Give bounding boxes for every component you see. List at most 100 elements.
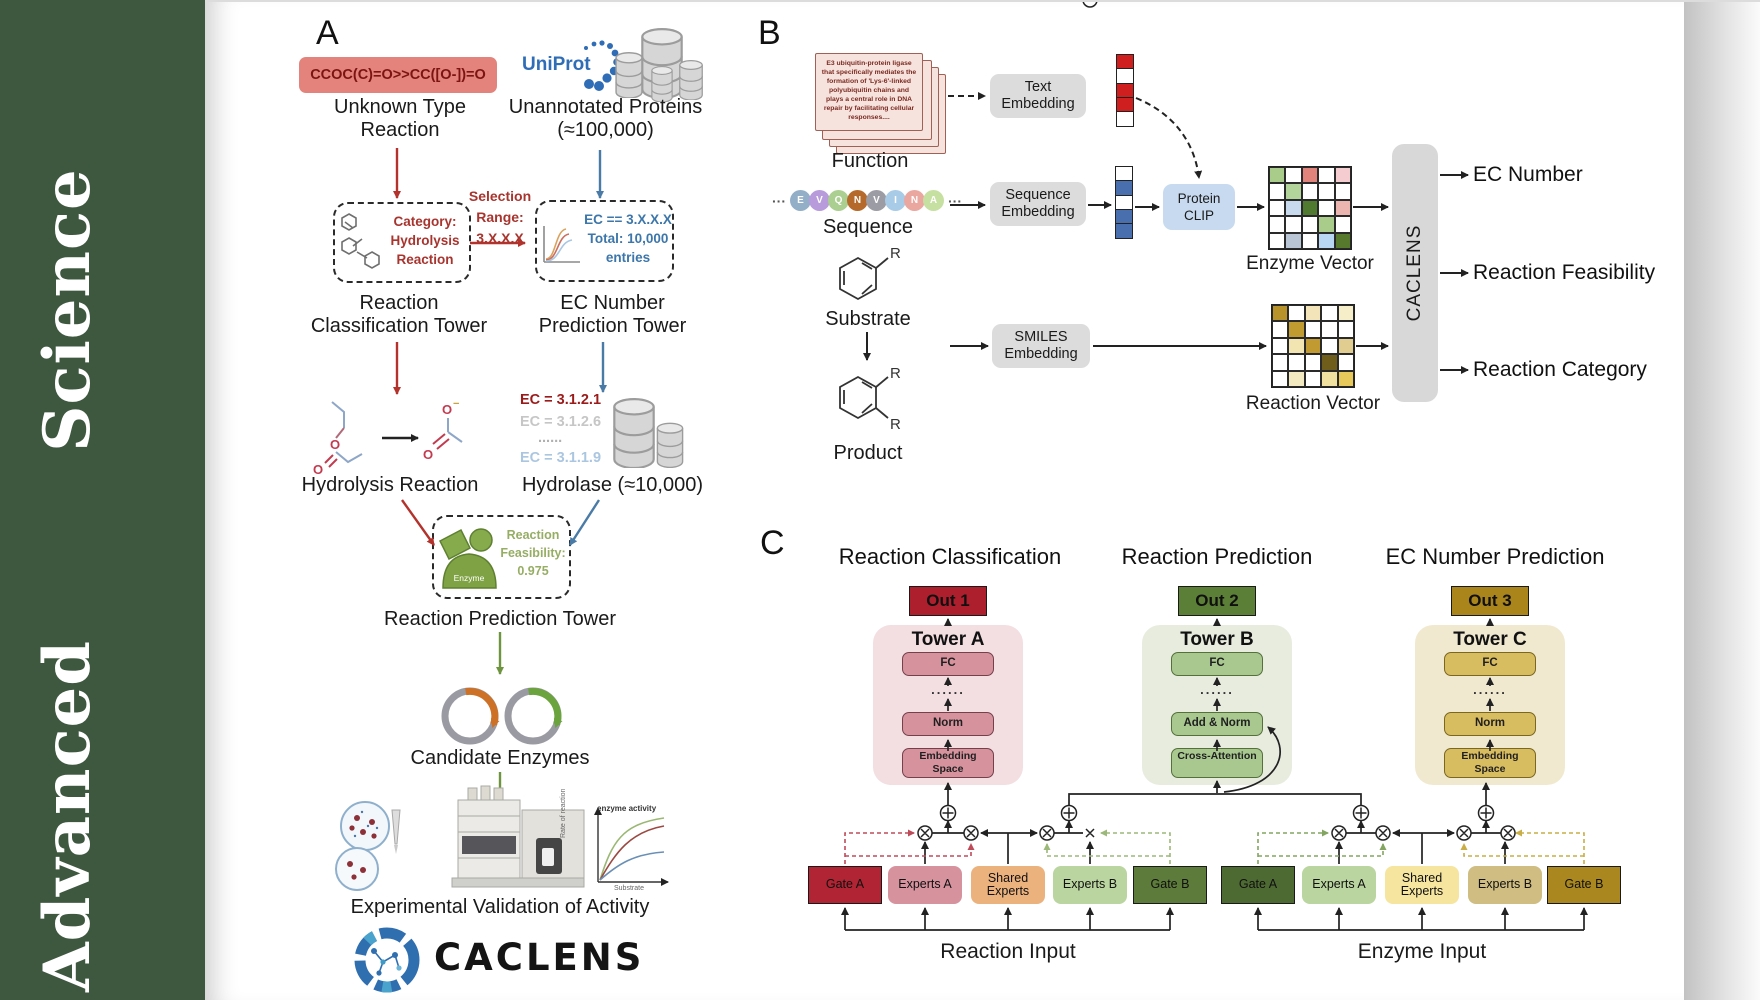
ec-result-1: EC = 3.1.2.1 (520, 392, 602, 408)
tower-c-embedding-space: Embedding Space (1444, 748, 1536, 778)
vector-cell (1304, 370, 1322, 387)
vector-cell (1269, 199, 1286, 217)
amino-acid-bead: E (790, 190, 811, 211)
ec-result-dots: ...... (538, 430, 563, 446)
sequence-label: Sequence (822, 216, 914, 238)
tower-b-cross-attention: Cross-Attention (1171, 748, 1263, 778)
panel-b-label: B (758, 14, 781, 52)
vector-cell (1334, 216, 1351, 233)
candidate-enzymes-label: Candidate Enzymes (410, 747, 590, 769)
vector-cell (1318, 199, 1335, 217)
vector-cell (1288, 321, 1305, 338)
function-label: Function (831, 150, 909, 172)
enzyme-experts-a: Experts A (1302, 866, 1376, 904)
panel-a-label: A (316, 14, 339, 52)
text-embedding-box: Text Embedding (990, 74, 1086, 118)
journal-sidebar: Advanced Science (0, 0, 205, 1000)
vector-cell (1285, 167, 1302, 184)
vector-cell (1321, 370, 1338, 387)
panel-c-label: C (760, 524, 785, 562)
tower-a: Tower A FC ...... Norm Embedding Space (873, 625, 1023, 785)
tower-a-norm: Norm (902, 712, 994, 736)
enzyme-gate-a: Gate A (1221, 866, 1295, 904)
reaction-classification-tower-label: Reaction Classification Tower (310, 292, 488, 337)
reaction-input-label: Reaction Input (940, 940, 1076, 963)
vector-cell (1285, 216, 1302, 233)
amino-acid-bead: N (847, 190, 868, 211)
enzyme-gate-b: Gate B (1547, 866, 1621, 904)
vector-cell (1288, 305, 1305, 322)
substrate-label: Substrate (825, 308, 911, 330)
vector-cell (1272, 305, 1289, 322)
enzyme-shared-experts: Shared Experts (1385, 866, 1459, 904)
feasibility-text: Reaction Feasibility: 0.975 (500, 528, 566, 578)
sequence-ellipsis: ··· (772, 192, 786, 209)
amino-acid-bead: Q (828, 190, 849, 211)
vector-cell (1304, 321, 1322, 338)
smiles-embedding-box: SMILES Embedding (992, 324, 1090, 368)
vector-cell (1272, 354, 1289, 371)
vector-cell (1321, 321, 1338, 338)
function-card: E3 ubiquitin-protein ligase that specifi… (815, 53, 923, 131)
header-ec-number-prediction: EC Number Prediction (1385, 544, 1605, 569)
category-text: Category: Hydrolysis Reaction (390, 214, 460, 267)
vector-cell (1269, 167, 1286, 184)
enzyme-input-label: Enzyme Input (1357, 940, 1487, 963)
out-3-box: Out 3 (1451, 586, 1529, 616)
vector-cell (1288, 370, 1305, 387)
vector-cell (1304, 354, 1322, 371)
vector-cell (1288, 354, 1305, 371)
tower-a-embedding-space: Embedding Space (902, 748, 994, 778)
vector-cell (1115, 223, 1133, 240)
enzyme-vector-matrix (1268, 166, 1352, 250)
reaction-shared-experts: Shared Experts (971, 866, 1045, 904)
reaction-gate-a: Gate A (808, 866, 882, 904)
vector-cell (1337, 370, 1354, 387)
vector-cell (1285, 199, 1302, 217)
vector-cell (1334, 183, 1351, 200)
tower-b-add-norm: Add & Norm (1171, 712, 1263, 736)
vector-cell (1301, 199, 1319, 217)
tower-c: Tower C FC ...... Norm Embedding Space (1415, 625, 1565, 785)
caclens-pill-label: CACLENS (1404, 224, 1425, 322)
vector-cell (1288, 337, 1305, 355)
vector-cell (1318, 232, 1335, 249)
vector-cell (1269, 216, 1286, 233)
page-edge-gradient (1684, 0, 1760, 1000)
hydrolase-label: Hydrolase (≈10,000) (521, 474, 704, 496)
amino-acid-bead: A (923, 190, 944, 211)
vector-cell (1301, 167, 1319, 184)
out-2-box: Out 2 (1178, 586, 1256, 616)
reaction-vector-label: Reaction Vector (1245, 393, 1381, 414)
vector-cell (1272, 337, 1289, 355)
vector-cell (1301, 216, 1319, 233)
caclens-wordmark: CACLENS (434, 936, 645, 979)
vector-cell (1304, 337, 1322, 355)
tower-a-title: Tower A (911, 629, 985, 650)
product-label: Product (833, 442, 903, 464)
amino-acid-bead: N (904, 190, 925, 211)
vector-cell (1321, 305, 1338, 322)
reaction-prediction-tower-label: Reaction Prediction Tower (384, 608, 616, 630)
vector-cell (1272, 370, 1289, 387)
tower-a-fc: FC (902, 652, 994, 676)
substrate-axis-label: Substrate (614, 885, 644, 892)
output-ec-number: EC Number (1473, 163, 1583, 186)
tower-c-dots: ...... (1473, 682, 1507, 697)
enzyme-vector-label: Enzyme Vector (1246, 253, 1374, 274)
rate-axis-label: Rate of reaction (560, 788, 567, 838)
header-reaction-classification: Reaction Classification (838, 544, 1062, 569)
journal-title: Advanced Science (30, 168, 105, 992)
vector-cell (1321, 354, 1338, 371)
tower-c-fc: FC (1444, 652, 1536, 676)
tower-b-dots: ...... (1200, 682, 1234, 697)
unannotated-proteins-label: Unannotated Proteins (≈100,000) (508, 96, 703, 141)
ec-result-3: EC = 3.1.1.9 (520, 450, 602, 466)
amino-acid-bead: I (885, 190, 906, 211)
vector-cell (1285, 232, 1302, 249)
unknown-reaction-label: Unknown Type Reaction (334, 96, 466, 141)
sequence-embedding-box: Sequence Embedding (990, 182, 1086, 226)
header-reaction-prediction: Reaction Prediction (1121, 544, 1313, 569)
vector-cell (1269, 232, 1286, 249)
